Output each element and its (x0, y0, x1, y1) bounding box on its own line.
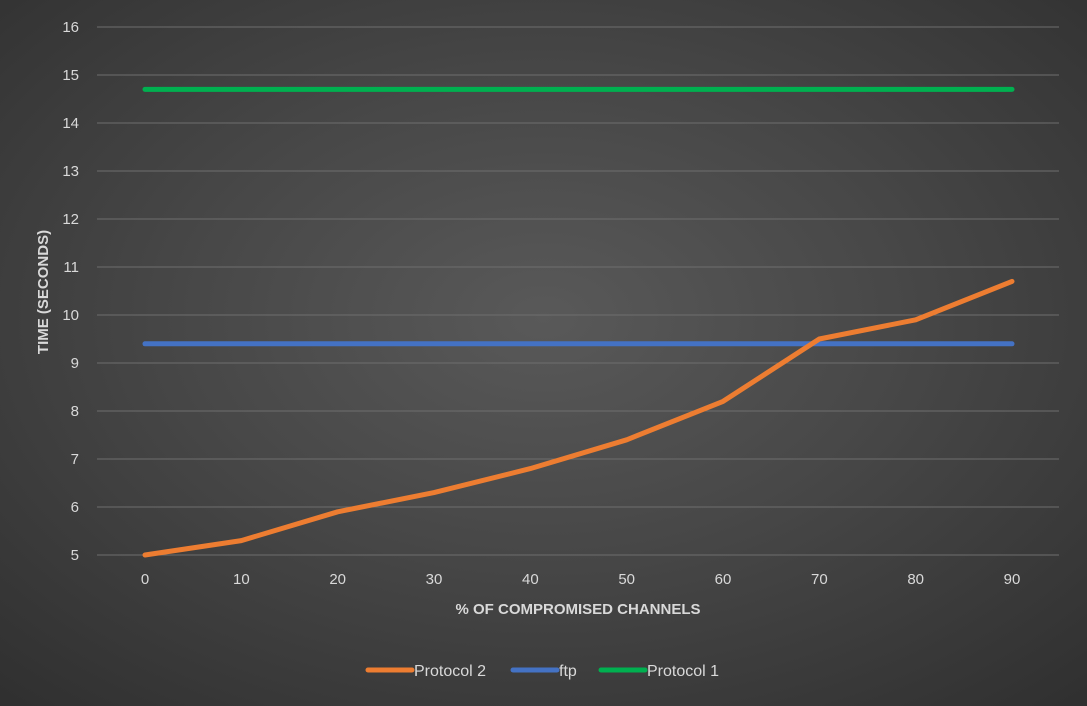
legend-label: Protocol 1 (647, 663, 719, 680)
x-tick-label: 20 (329, 571, 346, 588)
y-tick-label: 16 (62, 19, 79, 36)
legend-label: Protocol 2 (414, 663, 486, 680)
x-tick-label: 50 (618, 571, 635, 588)
y-tick-label: 5 (71, 547, 79, 564)
y-axis-title: TIME (SECONDS) (35, 230, 52, 354)
y-tick-label: 14 (62, 115, 79, 132)
y-tick-label: 6 (71, 499, 79, 516)
y-tick-label: 7 (71, 451, 79, 468)
y-axis-tick-labels: 5 6 7 8 9 10 11 12 13 14 15 16 (62, 19, 79, 564)
x-tick-label: 40 (522, 571, 539, 588)
y-tick-label: 9 (71, 355, 79, 372)
y-tick-label: 15 (62, 67, 79, 84)
legend: Protocol 2 ftp Protocol 1 (365, 663, 719, 680)
x-tick-label: 0 (141, 571, 149, 588)
y-tick-label: 12 (62, 211, 79, 228)
y-tick-label: 11 (63, 259, 79, 276)
x-tick-label: 10 (233, 571, 250, 588)
x-tick-label: 90 (1004, 571, 1021, 588)
y-tick-label: 8 (71, 403, 79, 420)
x-tick-label: 80 (907, 571, 924, 588)
x-axis-title: % OF COMPROMISED CHANNELS (455, 601, 700, 618)
x-tick-label: 60 (715, 571, 732, 588)
series-line-protocol-2 (142, 278, 1015, 558)
y-tick-label: 13 (62, 163, 79, 180)
x-tick-label: 70 (811, 571, 828, 588)
x-axis-tick-labels: 0 10 20 30 40 50 60 70 80 90 (141, 571, 1021, 588)
gridlines (97, 26, 1059, 556)
y-tick-label: 10 (62, 307, 79, 324)
data-series (142, 86, 1015, 558)
legend-label: ftp (559, 663, 577, 680)
x-tick-label: 30 (426, 571, 443, 588)
